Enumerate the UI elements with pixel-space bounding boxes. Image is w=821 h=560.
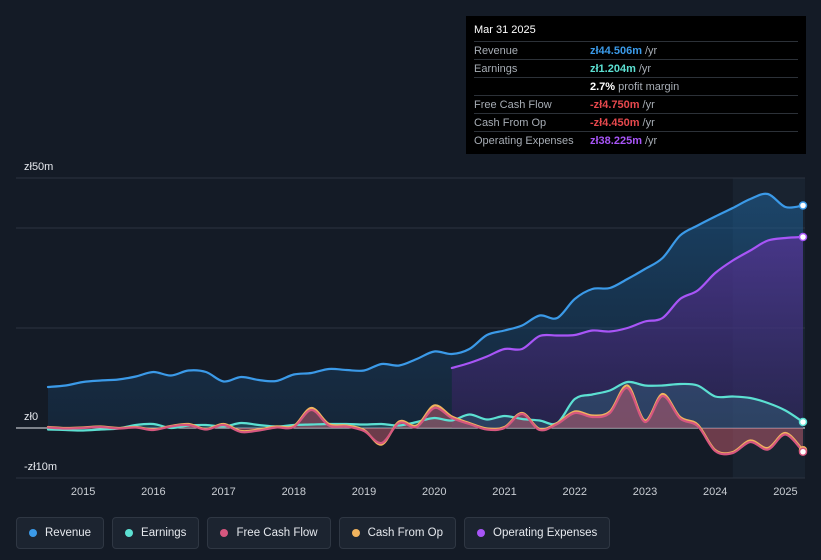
x-tick-label: 2019 <box>352 486 376 498</box>
tooltip-row: Free Cash Flow -zł4.750m/yr <box>474 95 798 113</box>
legend-dot-icon <box>220 529 229 537</box>
area-earnings <box>48 381 803 431</box>
tooltip-row-value: zł1.204m <box>590 62 636 75</box>
y-axis-zero-label: zł0 <box>24 411 38 423</box>
legend-label: Revenue <box>45 527 92 539</box>
x-tick-label: 2024 <box>703 486 727 498</box>
tooltip-row-unit: /yr <box>644 134 658 147</box>
tooltip-panel: Mar 31 2025 Revenue zł44.506m/yr Earnings z… <box>466 16 806 154</box>
x-tick-label: 2021 <box>492 486 516 498</box>
tooltip-row-value: -zł4.450m <box>590 116 640 129</box>
legend-item-earnings[interactable]: Earnings <box>112 517 200 549</box>
legend-label: Cash From Op <box>367 527 444 539</box>
tooltip-row-unit: /yr <box>644 44 658 57</box>
area-fcf <box>48 387 803 455</box>
tooltip-row-value: -zł4.750m <box>590 98 640 111</box>
tooltip-row-label: Free Cash Flow <box>474 98 552 111</box>
x-tick-label: 2020 <box>422 486 446 498</box>
endpoint-dot-earnings <box>798 417 808 427</box>
x-tick-label: 2023 <box>633 486 657 498</box>
tooltip-row-label: Cash From Op <box>474 116 547 129</box>
x-tick-label: 2018 <box>282 486 306 498</box>
legend-label: Free Cash Flow <box>236 527 318 539</box>
x-tick-label: 2016 <box>141 486 165 498</box>
legend-item-revenue[interactable]: Revenue <box>16 517 105 549</box>
tooltip-row-label: Revenue <box>474 44 519 57</box>
legend-item-operating-expenses[interactable]: Operating Expenses <box>464 517 611 549</box>
legend-dot-icon <box>125 529 134 537</box>
tooltip-row-unit: profit margin <box>618 80 680 93</box>
x-tick-label: 2015 <box>71 486 95 498</box>
series-line-fcf[interactable] <box>46 386 805 456</box>
y-axis-bottom-label: -zł10m <box>24 461 57 473</box>
tooltip-row: Earnings zł1.204m/yr <box>474 59 798 77</box>
tooltip-row: Revenue zł44.506m/yr <box>474 41 798 59</box>
series-line-opex[interactable] <box>450 235 805 370</box>
tooltip-row: 2.7% profit margin <box>474 77 798 95</box>
area-opex <box>451 237 803 428</box>
tooltip-row-value: zł44.506m <box>590 44 642 57</box>
tooltip-date: Mar 31 2025 <box>474 24 536 36</box>
x-tick-label: 2017 <box>211 486 235 498</box>
tooltip-row-value: zł38.225m <box>590 134 642 147</box>
legend-item-cash-from-op[interactable]: Cash From Op <box>338 517 457 549</box>
endpoint-dot-revenue <box>798 201 808 210</box>
endpoint-dot-fcf <box>798 447 808 456</box>
tooltip-row-unit: /yr <box>642 116 655 129</box>
tooltip-row: Cash From Op -zł4.450m/yr <box>474 113 798 131</box>
series-line-revenue[interactable] <box>46 192 805 389</box>
legend-item-free-cash-flow[interactable]: Free Cash Flow <box>207 517 331 549</box>
endpoint-dot-opex <box>798 232 808 242</box>
y-axis-top-label: zł50m <box>24 161 53 173</box>
legend: Revenue Earnings Free Cash Flow Cash From O… <box>16 517 611 549</box>
tooltip-row-unit: /yr <box>642 98 655 111</box>
tooltip-row-label: Operating Expenses <box>474 134 574 147</box>
series-line-earnings[interactable] <box>46 380 805 432</box>
legend-dot-icon <box>477 529 486 537</box>
tooltip-row-label: Earnings <box>474 62 518 75</box>
legend-label: Operating Expenses <box>493 527 598 539</box>
legend-label: Earnings <box>141 527 187 539</box>
legend-dot-icon <box>29 529 37 537</box>
tooltip-row: Operating Expenses zł38.225m/yr <box>474 131 798 149</box>
tooltip-row-value: 2.7% <box>590 80 616 93</box>
x-tick-label: 2022 <box>563 486 587 498</box>
x-tick-label: 2025 <box>773 486 797 498</box>
tooltip-row-unit: /yr <box>638 62 652 75</box>
legend-dot-icon <box>351 529 360 537</box>
